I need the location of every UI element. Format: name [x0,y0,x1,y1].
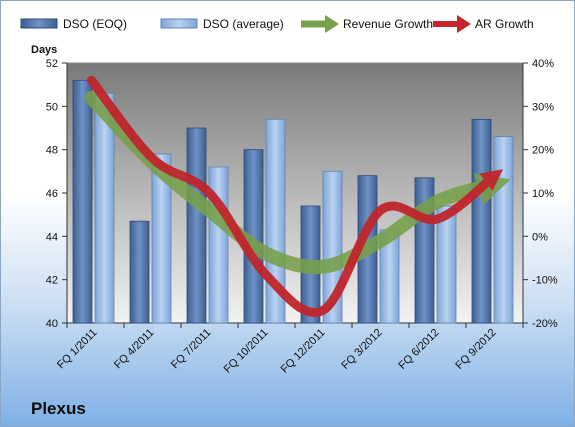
y-left-tick-label: 50 [46,101,58,113]
ar-growth-line [87,75,504,317]
x-tick-label: FQ 1/2011 [55,327,100,372]
bar-dso-average [265,118,286,324]
company-name: Plexus [31,399,86,418]
legend-label: AR Growth [475,17,534,31]
x-tick-label: FQ 4/2011 [112,327,157,372]
y-right-tick-label: 40% [532,58,554,70]
y-right-tick-label: -20% [532,318,558,330]
legend-label: DSO (EOQ) [63,17,127,31]
y-left-tick-label: 44 [46,231,58,243]
y-axis-label: Days [31,44,57,56]
y-left-tick-label: 48 [46,145,58,157]
y-right-tick-label: -10% [532,275,558,287]
legend-item: DSO (average) [160,17,284,31]
x-tick-label: FQ 3/2012 [339,327,384,372]
legend-arrow-head [325,15,339,33]
bar-dso-eoq [186,127,207,324]
x-tick-label: FQ 12/2011 [279,327,328,376]
x-tick-label: FQ 10/2011 [222,327,271,376]
legend-swatch [160,18,198,29]
legend-arrow-head [457,15,471,33]
legend-item: AR Growth [433,15,534,33]
bar-dso-eoq [129,220,150,324]
y-left-tick-label: 52 [46,58,58,70]
legend-swatch [20,18,58,29]
legend-label: DSO (average) [203,17,284,31]
x-tick-label: FQ 7/2011 [169,327,214,372]
x-tick-label: FQ 6/2012 [396,327,441,372]
y-right-tick-label: 10% [532,188,554,200]
bar-dso-eoq [471,118,492,324]
y-right-tick-label: 20% [532,145,554,157]
legend-item: Revenue Growth [301,15,433,33]
legend: DSO (EOQ) DSO (average) Revenue Growth AR G… [20,15,534,33]
bar-dso-average [151,153,172,324]
y-right-tick-label: 0% [532,231,548,243]
legend-label: Revenue Growth [343,17,433,31]
bar-dso-average [436,205,457,324]
y-right-tick-label: 30% [532,101,554,113]
x-tick-label: FQ 9/2012 [453,327,498,372]
y-left-tick-label: 42 [46,275,58,287]
bar-dso-eoq [72,79,93,324]
y-left-tick-label: 40 [46,318,58,330]
legend-item: DSO (EOQ) [20,17,127,31]
bar-dso-average [493,136,514,324]
y-left-tick-label: 46 [46,188,58,200]
